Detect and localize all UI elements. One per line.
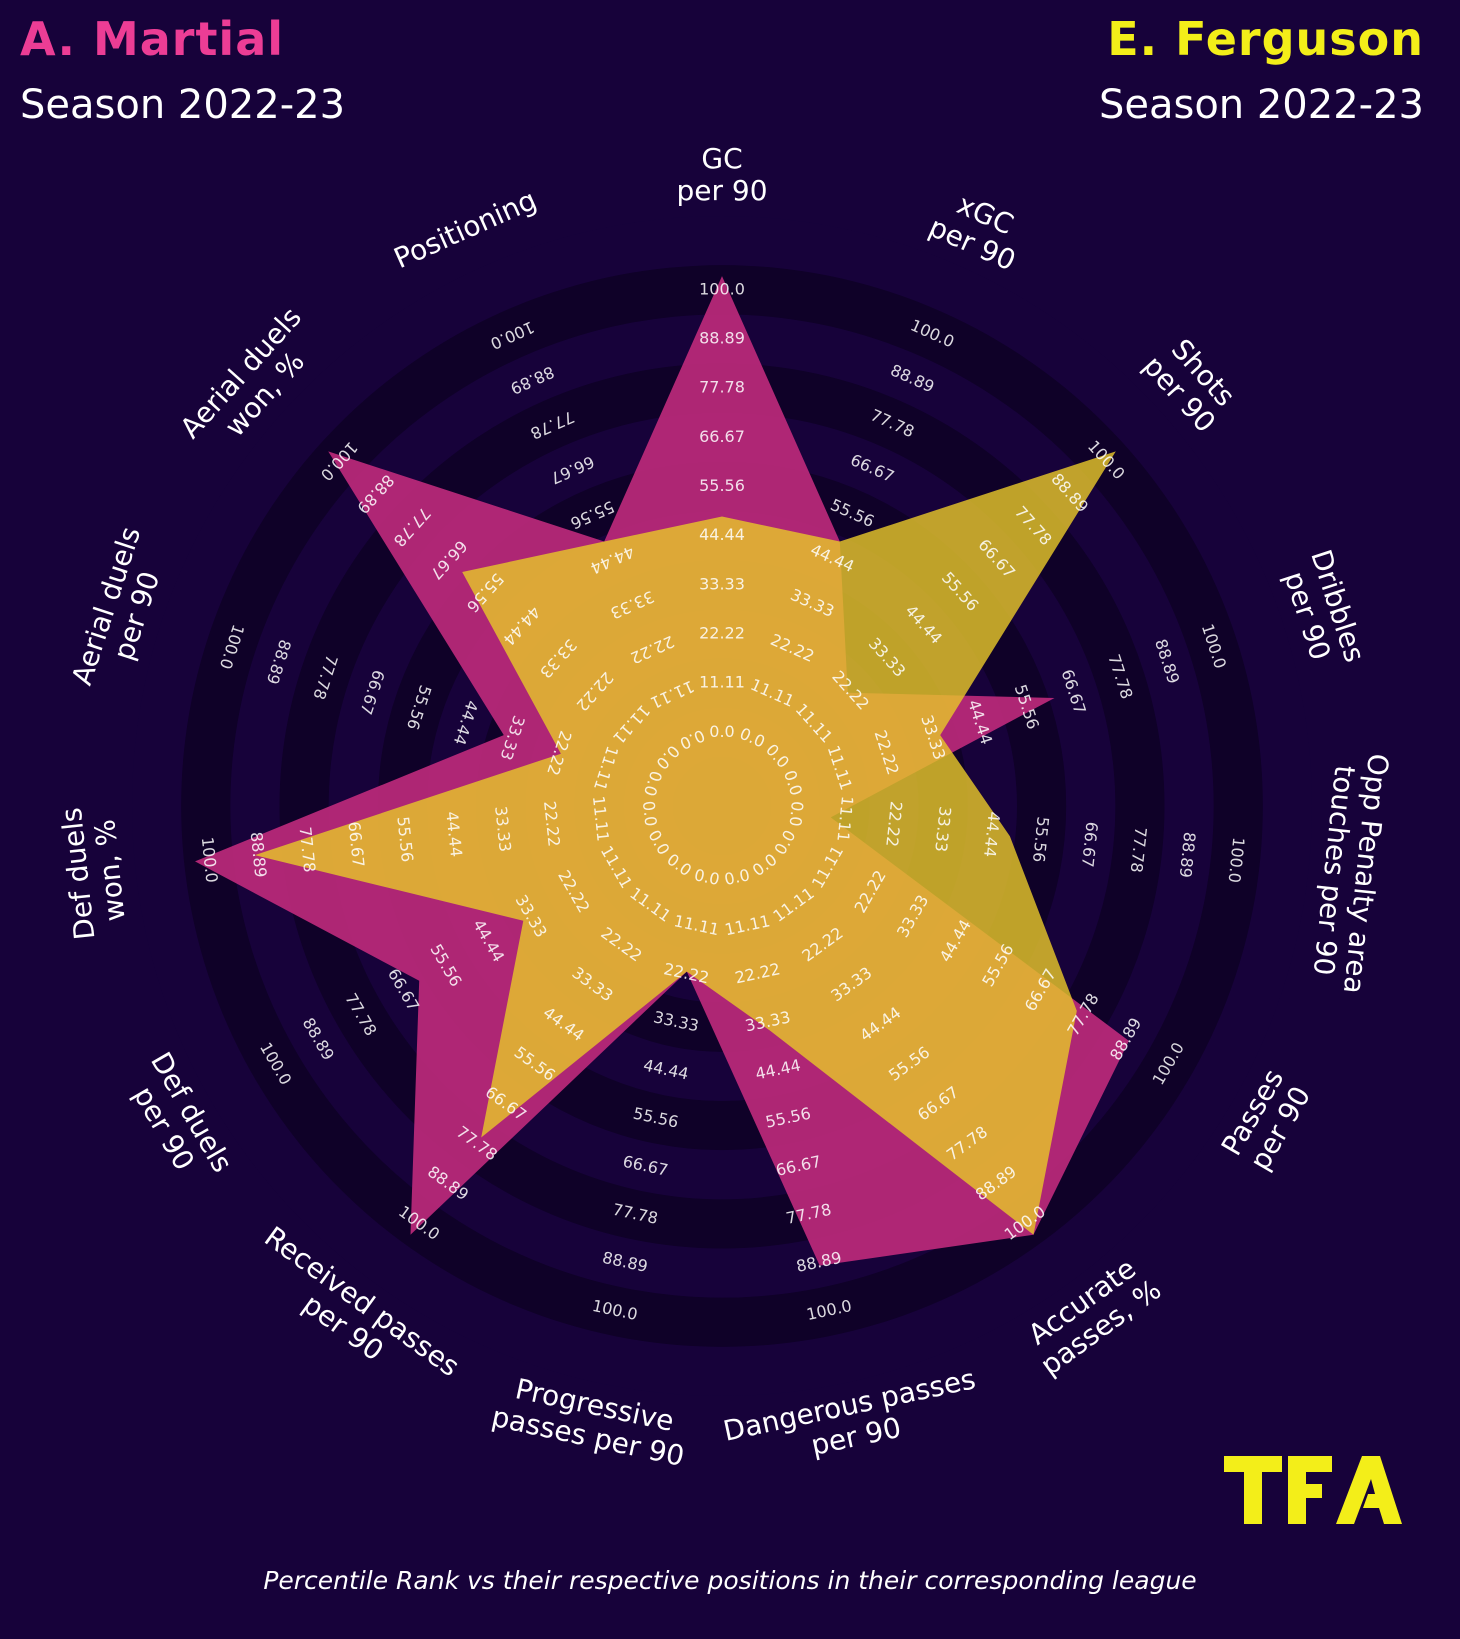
ring-tick-label: 77.78 [699, 378, 745, 397]
ring-tick-label: 55.56 [699, 476, 745, 495]
right-player-name: E. Ferguson [1107, 12, 1424, 66]
ring-tick-label: 0.0 [692, 865, 721, 889]
ring-tick-label: 11.11 [833, 795, 857, 843]
ring-tick-label: 22.22 [699, 623, 745, 642]
footer-note: Percentile Rank vs their respective posi… [263, 1566, 1197, 1595]
ring-tick-label: 88.89 [699, 328, 745, 347]
tfa-logo [1224, 1456, 1402, 1524]
ring-tick-label: 66.67 [1078, 821, 1102, 869]
left-player-season: Season 2022-23 [20, 82, 346, 128]
ring-tick-label: 100.0 [1225, 836, 1249, 884]
ring-tick-label: 77.78 [296, 826, 320, 874]
ring-tick-label: 66.67 [699, 427, 745, 446]
category-label: Def duelswon, % [55, 803, 134, 942]
series-polygon-2 [254, 451, 1116, 1235]
ring-tick-label: 11.11 [699, 673, 745, 692]
ring-tick-label: 22.22 [540, 800, 564, 848]
ring-tick-label: 88.89 [1176, 831, 1200, 879]
ring-tick-label: 22.22 [882, 800, 906, 848]
ring-tick-label: 0.0 [709, 722, 734, 741]
ring-tick-label: 55.56 [1029, 816, 1053, 864]
ring-tick-label: 0.0 [786, 800, 808, 827]
ring-tick-label: 66.67 [344, 821, 368, 869]
ring-tick-label: 0.0 [723, 865, 752, 889]
ring-tick-label: 55.56 [393, 816, 417, 864]
category-label-line: GC [701, 142, 742, 175]
category-label: GC per 90 [676, 142, 767, 207]
ring-tick-label: 11.11 [589, 795, 613, 843]
ring-tick-label: 44.44 [699, 525, 745, 544]
right-player-season: Season 2022-23 [1098, 82, 1424, 128]
ring-tick-label: 100.0 [699, 279, 745, 298]
radar-series [195, 276, 1129, 1266]
category-label-line: per 90 [676, 174, 767, 207]
ring-tick-label: 88.89 [247, 831, 271, 879]
ring-tick-label: 77.78 [1127, 826, 1151, 874]
ring-tick-label: 33.33 [491, 805, 515, 853]
category-label: Opp Penalty areatouches per 90 [1305, 749, 1395, 996]
ring-tick-label: 44.44 [980, 811, 1004, 859]
ring-tick-label: 44.44 [442, 810, 466, 858]
left-player-name: A. Martial [20, 12, 285, 66]
ring-tick-label: 100.0 [198, 836, 222, 884]
ring-tick-label: 33.33 [699, 574, 745, 593]
ring-tick-label: 0.0 [639, 800, 661, 827]
ring-tick-label: 33.33 [931, 805, 955, 853]
